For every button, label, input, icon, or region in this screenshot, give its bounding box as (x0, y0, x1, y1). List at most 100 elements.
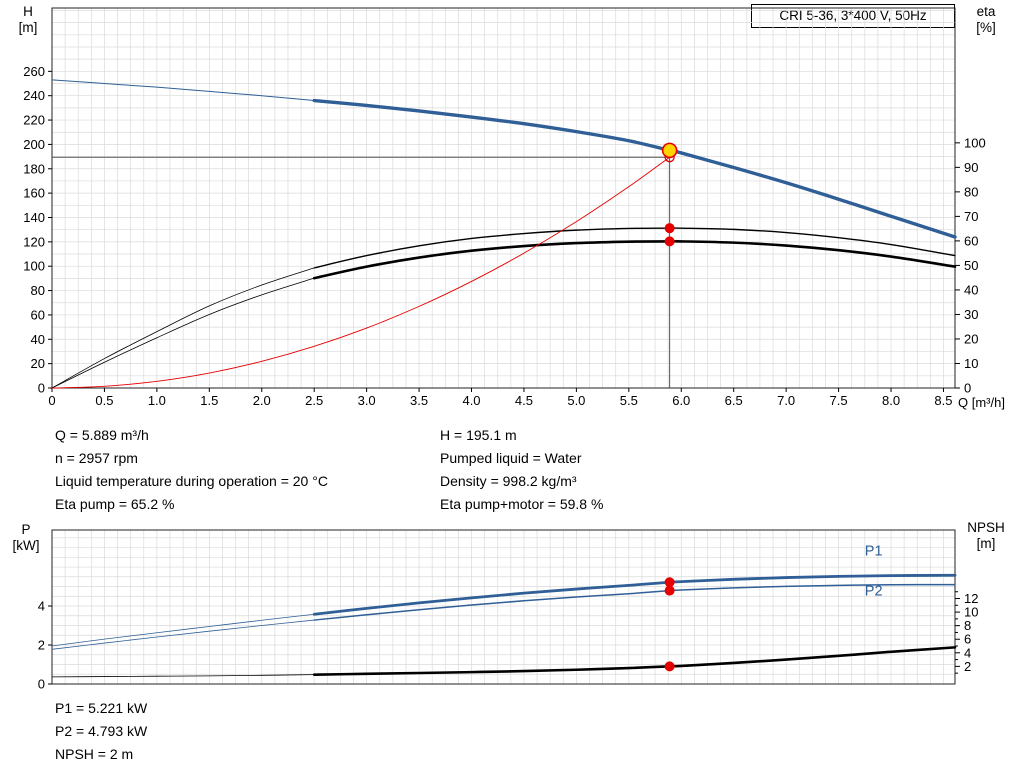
x-tick-label: 8.0 (882, 393, 900, 408)
y2-tick-label: 50 (964, 258, 978, 273)
x-tick-label: 0.5 (95, 393, 113, 408)
h-axis-title: H [m] (8, 4, 48, 36)
npsh-axis-title: NPSH [m] (958, 520, 1014, 552)
p-axis-symbol: P (21, 522, 31, 537)
x-tick-label: 5.0 (567, 393, 585, 408)
y-tick-label: 2 (38, 638, 45, 653)
eta-pump-motor-curve-thin (51, 277, 315, 389)
eta-pump-motor-dot (664, 236, 675, 247)
y-tick-label: 80 (31, 283, 45, 298)
y-tick-label: 200 (23, 137, 45, 152)
npsh-curve (312, 646, 957, 676)
eta-pump-curve-thin (51, 267, 315, 389)
y-tick-label: 20 (31, 356, 45, 371)
y-tick-label: 160 (23, 186, 45, 201)
operating-data-right: H = 195.1 m Pumped liquid = Water Densit… (440, 424, 603, 516)
y2-tick-label: 70 (964, 209, 978, 224)
info-eta-pump-motor: Eta pump+motor = 59.8 % (440, 496, 604, 512)
y2-tick-label: 20 (964, 331, 978, 346)
head-curve (312, 98, 957, 239)
y2-tick-label: 100 (964, 135, 986, 150)
x-tick-label: 8.5 (934, 393, 952, 408)
y2-tick-label: 40 (964, 282, 978, 297)
eta-axis-symbol: eta (976, 4, 996, 19)
duty-point-marker (661, 142, 678, 159)
operating-data-left: Q = 5.889 m³/h n = 2957 rpm Liquid tempe… (55, 424, 328, 516)
result-p1: P1 = 5.221 kW (55, 700, 148, 716)
x-tick-label: 6.0 (672, 393, 690, 408)
y-tick-label: 0 (38, 677, 45, 692)
y-tick-label: 4 (38, 599, 45, 614)
info-density: Density = 998.2 kg/m³ (440, 473, 577, 489)
y-tick-label: 0 (38, 381, 45, 396)
eta-pump-motor-curve (312, 239, 957, 280)
y-tick-label: 260 (23, 64, 45, 79)
x-tick-label: 5.5 (620, 393, 638, 408)
x-tick-label: 2.0 (253, 393, 271, 408)
head-curve-thin (51, 79, 315, 102)
eta-axis-unit: [%] (976, 20, 996, 35)
info-speed: n = 2957 rpm (55, 450, 138, 466)
y2-tick-label: 60 (964, 233, 978, 248)
y2-tick-label: 8 (964, 618, 971, 633)
y2-tick-label: 10 (964, 356, 978, 371)
y2-tick-label: 10 (964, 605, 978, 620)
x-tick-label: 3.0 (358, 393, 376, 408)
y2-tick-label: 2 (964, 659, 971, 674)
y-tick-label: 100 (23, 259, 45, 274)
eta-axis-title: eta [%] (964, 4, 1008, 36)
plot-border (51, 7, 956, 389)
npsh-dot (664, 661, 675, 672)
x-tick-label: 2.5 (305, 393, 323, 408)
x-tick-label: 4.5 (515, 393, 533, 408)
x-tick-label: 7.5 (830, 393, 848, 408)
y-tick-label: 40 (31, 332, 45, 347)
result-data: P1 = 5.221 kW P2 = 4.793 kW NPSH = 2 m (55, 697, 147, 766)
plot-border (51, 529, 956, 685)
x-tick-label: 1.0 (148, 393, 166, 408)
npsh-curve-thin (51, 674, 315, 678)
y-tick-label: 60 (31, 307, 45, 322)
curve-label-P2: P2 (865, 583, 883, 599)
p2-curve-thin (51, 619, 315, 650)
npsh-axis-unit: [m] (976, 536, 996, 551)
y2-tick-label: 30 (964, 307, 978, 322)
eta-pump-curve (313, 227, 956, 269)
p1-curve-thin (51, 613, 315, 647)
y2-tick-label: 6 (964, 632, 971, 647)
eta-pump-dot (664, 223, 675, 234)
y-tick-label: 140 (23, 210, 45, 225)
y2-tick-label: 4 (964, 645, 971, 660)
npsh-axis-symbol: NPSH (967, 520, 1005, 535)
result-p2: P2 = 4.793 kW (55, 723, 148, 739)
qh-eta-chart: 0 0.5 1.0 1.5 2.0 2.5 3.0 3.5 4.0 4.5 5.0 5.5 6.0 6.5… (23, 7, 986, 408)
y2-tick-label: 80 (964, 184, 978, 199)
p-axis-unit: [kW] (12, 538, 40, 553)
p2-curve (313, 583, 956, 621)
result-npsh: NPSH = 2 m (55, 746, 134, 762)
x-tick-label: 0 (48, 393, 55, 408)
y-tick-label: 220 (23, 113, 45, 128)
p1-dot (664, 577, 675, 588)
x-tick-label: 3.5 (410, 393, 428, 408)
y-tick-label: 120 (23, 234, 45, 249)
y2-tick-label: 0 (964, 381, 971, 396)
p1-curve (312, 573, 957, 616)
p2-dot (664, 585, 675, 596)
h-axis-symbol: H (23, 4, 33, 19)
x-tick-label: 6.5 (725, 393, 743, 408)
x-tick-label: 7.0 (777, 393, 795, 408)
y2-tick-label: 12 (964, 591, 978, 606)
y-tick-label: 240 (23, 88, 45, 103)
q-axis-unit: Q [m³/h] (958, 395, 1005, 410)
info-liquid-temperature: Liquid temperature during operation = 20… (55, 473, 328, 489)
info-pumped-liquid: Pumped liquid = Water (440, 450, 582, 466)
curve-label-P1: P1 (865, 543, 883, 559)
info-head: H = 195.1 m (440, 427, 517, 443)
info-eta-pump: Eta pump = 65.2 % (55, 496, 175, 512)
system-curve-curve-thin (51, 156, 670, 389)
y2-tick-label: 90 (964, 160, 978, 175)
x-tick-label: 1.5 (200, 393, 218, 408)
